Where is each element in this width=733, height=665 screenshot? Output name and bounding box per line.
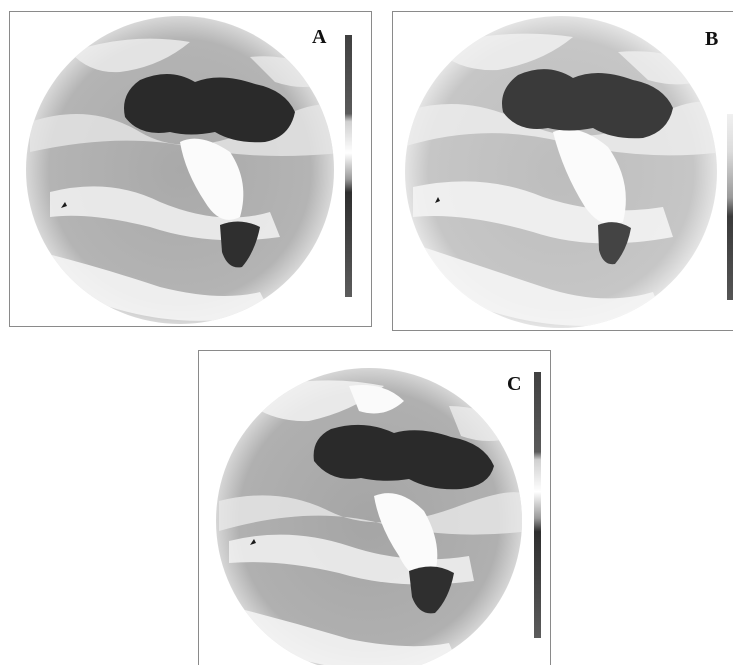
panel-label-a: A — [312, 26, 327, 48]
color-scale-bar-b — [727, 114, 733, 300]
panel-label-c: C — [507, 373, 522, 395]
panel-label-b: B — [705, 28, 719, 50]
satellite-panel-b: B — [392, 11, 733, 331]
satellite-panel-a: A — [9, 11, 372, 327]
satellite-panel-c: C — [198, 350, 551, 665]
color-scale-bar-a — [345, 35, 352, 297]
color-scale-bar-c — [534, 372, 541, 638]
globe-image-c — [216, 368, 522, 665]
globe-image-a — [26, 16, 334, 324]
globe-image-b — [405, 16, 717, 328]
